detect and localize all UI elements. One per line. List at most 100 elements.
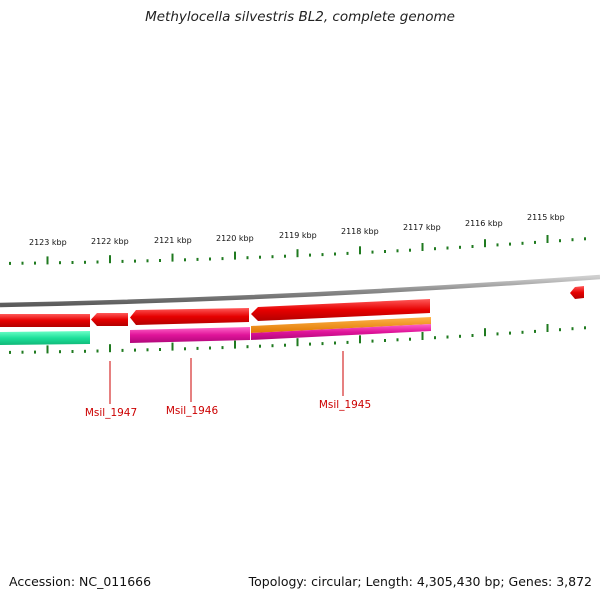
lower-ruler-minor-tick — [196, 346, 199, 350]
gene-msil-1946-red[interactable] — [130, 308, 249, 325]
upper-ruler-major-tick — [171, 253, 174, 262]
ruler-label-2118: 2118 kbp — [341, 227, 379, 236]
lower-ruler-minor-tick — [246, 345, 249, 349]
upper-ruler-minor-tick — [209, 257, 211, 261]
lower-ruler-major-tick — [109, 344, 111, 353]
lower-ruler-minor-tick — [121, 348, 124, 352]
lower-ruler-minor-tick — [459, 334, 461, 338]
lower-ruler-minor-tick — [309, 342, 311, 346]
lower-ruler-major-tick — [484, 328, 486, 337]
upper-ruler-minor-tick — [59, 261, 61, 265]
gene-msil-1945-red[interactable] — [251, 299, 430, 321]
lower-ruler-minor-tick — [146, 348, 149, 352]
upper-ruler-minor-tick — [96, 260, 99, 264]
ruler-label-2122: 2122 kbp — [91, 237, 129, 246]
upper-ruler-minor-tick — [584, 237, 586, 241]
lower-ruler-major-tick — [234, 340, 236, 349]
lower-ruler-minor-tick — [96, 349, 99, 353]
ruler-label-2115: 2115 kbp — [527, 213, 565, 222]
lower-ruler-major-tick — [296, 338, 299, 347]
upper-ruler-minor-tick — [396, 249, 399, 253]
lower-ruler-minor-tick — [446, 335, 449, 339]
upper-ruler-minor-tick — [321, 253, 324, 257]
upper-ruler-major-tick — [546, 235, 549, 243]
gene-msil-1945-orange[interactable] — [251, 317, 431, 333]
lower-ruler-minor-tick — [59, 350, 61, 354]
lower-ruler-minor-tick — [259, 344, 261, 348]
upper-ruler-minor-tick — [221, 257, 224, 261]
upper-ruler-minor-tick — [346, 251, 349, 255]
lower-ruler-minor-tick — [71, 350, 74, 353]
lower-ruler-minor-tick — [409, 337, 411, 341]
ruler-label-2121: 2121 kbp — [154, 236, 192, 245]
genome-title: Methylocella silvestris BL2, complete ge… — [145, 9, 455, 25]
upper-ruler-minor-tick — [496, 243, 499, 247]
lower-ruler-minor-tick — [9, 350, 11, 354]
upper-ruler-minor-tick — [134, 259, 136, 263]
lower-ruler-minor-tick — [321, 342, 324, 346]
lower-ruler-major-tick — [359, 335, 361, 344]
upper-ruler-minor-tick — [371, 250, 374, 254]
upper-ruler — [9, 235, 586, 265]
upper-ruler-minor-tick — [446, 246, 449, 250]
lower-ruler-minor-tick — [434, 336, 436, 340]
upper-ruler-minor-tick — [159, 259, 161, 262]
upper-ruler-major-tick — [109, 255, 111, 264]
lower-ruler — [9, 324, 586, 354]
lower-ruler-minor-tick — [221, 346, 224, 350]
genome-summary: Topology: circular; Length: 4,305,430 bp… — [248, 574, 592, 589]
ruler-label-2120: 2120 kbp — [216, 234, 254, 243]
lower-ruler-minor-tick — [584, 326, 586, 330]
label-msil-1945[interactable]: Msil_1945 — [319, 399, 371, 411]
upper-ruler-minor-tick — [571, 238, 574, 242]
upper-ruler-minor-tick — [534, 240, 536, 244]
upper-ruler-minor-tick — [71, 261, 74, 264]
upper-ruler-major-tick — [234, 251, 236, 260]
upper-ruler-major-tick — [296, 249, 299, 258]
upper-ruler-minor-tick — [34, 261, 36, 265]
upper-ruler-minor-tick — [284, 254, 286, 258]
gene-red-right-edge[interactable] — [570, 286, 584, 299]
lower-ruler-minor-tick — [384, 339, 386, 342]
upper-ruler-minor-tick — [21, 261, 24, 265]
lower-ruler-minor-tick — [521, 330, 524, 334]
lower-ruler-minor-tick — [209, 346, 211, 350]
genome-backbone — [0, 274, 600, 308]
ruler-label-2117: 2117 kbp — [403, 223, 441, 232]
lower-ruler-minor-tick — [184, 347, 186, 351]
gene-green-left[interactable] — [0, 331, 90, 345]
gene-msil-1945-magenta[interactable] — [251, 324, 431, 340]
upper-ruler-minor-tick — [246, 256, 249, 260]
lower-ruler-minor-tick — [496, 332, 499, 336]
upper-ruler-minor-tick — [434, 247, 436, 251]
upper-ruler-minor-tick — [384, 250, 386, 253]
lower-ruler-minor-tick — [334, 341, 336, 345]
gene-red-left-edge[interactable] — [0, 314, 90, 327]
upper-ruler-minor-tick — [9, 261, 11, 265]
accession-text: Accession: NC_011666 — [9, 574, 152, 589]
upper-ruler-major-tick — [46, 256, 49, 265]
upper-ruler-minor-tick — [471, 245, 474, 248]
upper-ruler-minor-tick — [409, 248, 411, 252]
lower-ruler-minor-tick — [34, 350, 36, 354]
lower-ruler-minor-tick — [509, 331, 511, 335]
gene-msil-1946-magenta[interactable] — [130, 327, 250, 343]
label-msil-1946[interactable]: Msil_1946 — [166, 405, 219, 417]
lower-ruler-minor-tick — [21, 350, 24, 354]
lower-ruler-minor-tick — [559, 328, 561, 332]
lower-ruler-minor-tick — [84, 349, 86, 353]
lower-ruler-minor-tick — [134, 348, 136, 352]
upper-ruler-minor-tick — [559, 239, 561, 243]
upper-ruler-minor-tick — [271, 255, 274, 259]
lower-ruler-minor-tick — [271, 344, 274, 348]
lower-ruler-minor-tick — [471, 334, 474, 337]
gene-msil-1947[interactable] — [91, 313, 128, 326]
lower-ruler-major-tick — [546, 324, 549, 332]
upper-ruler-minor-tick — [196, 257, 199, 261]
upper-ruler-minor-tick — [84, 260, 86, 264]
lower-ruler-minor-tick — [396, 338, 399, 342]
label-msil-1947[interactable]: Msil_1947 — [85, 407, 137, 419]
lower-ruler-minor-tick — [159, 348, 161, 351]
ruler-label-2123: 2123 kbp — [29, 238, 67, 247]
